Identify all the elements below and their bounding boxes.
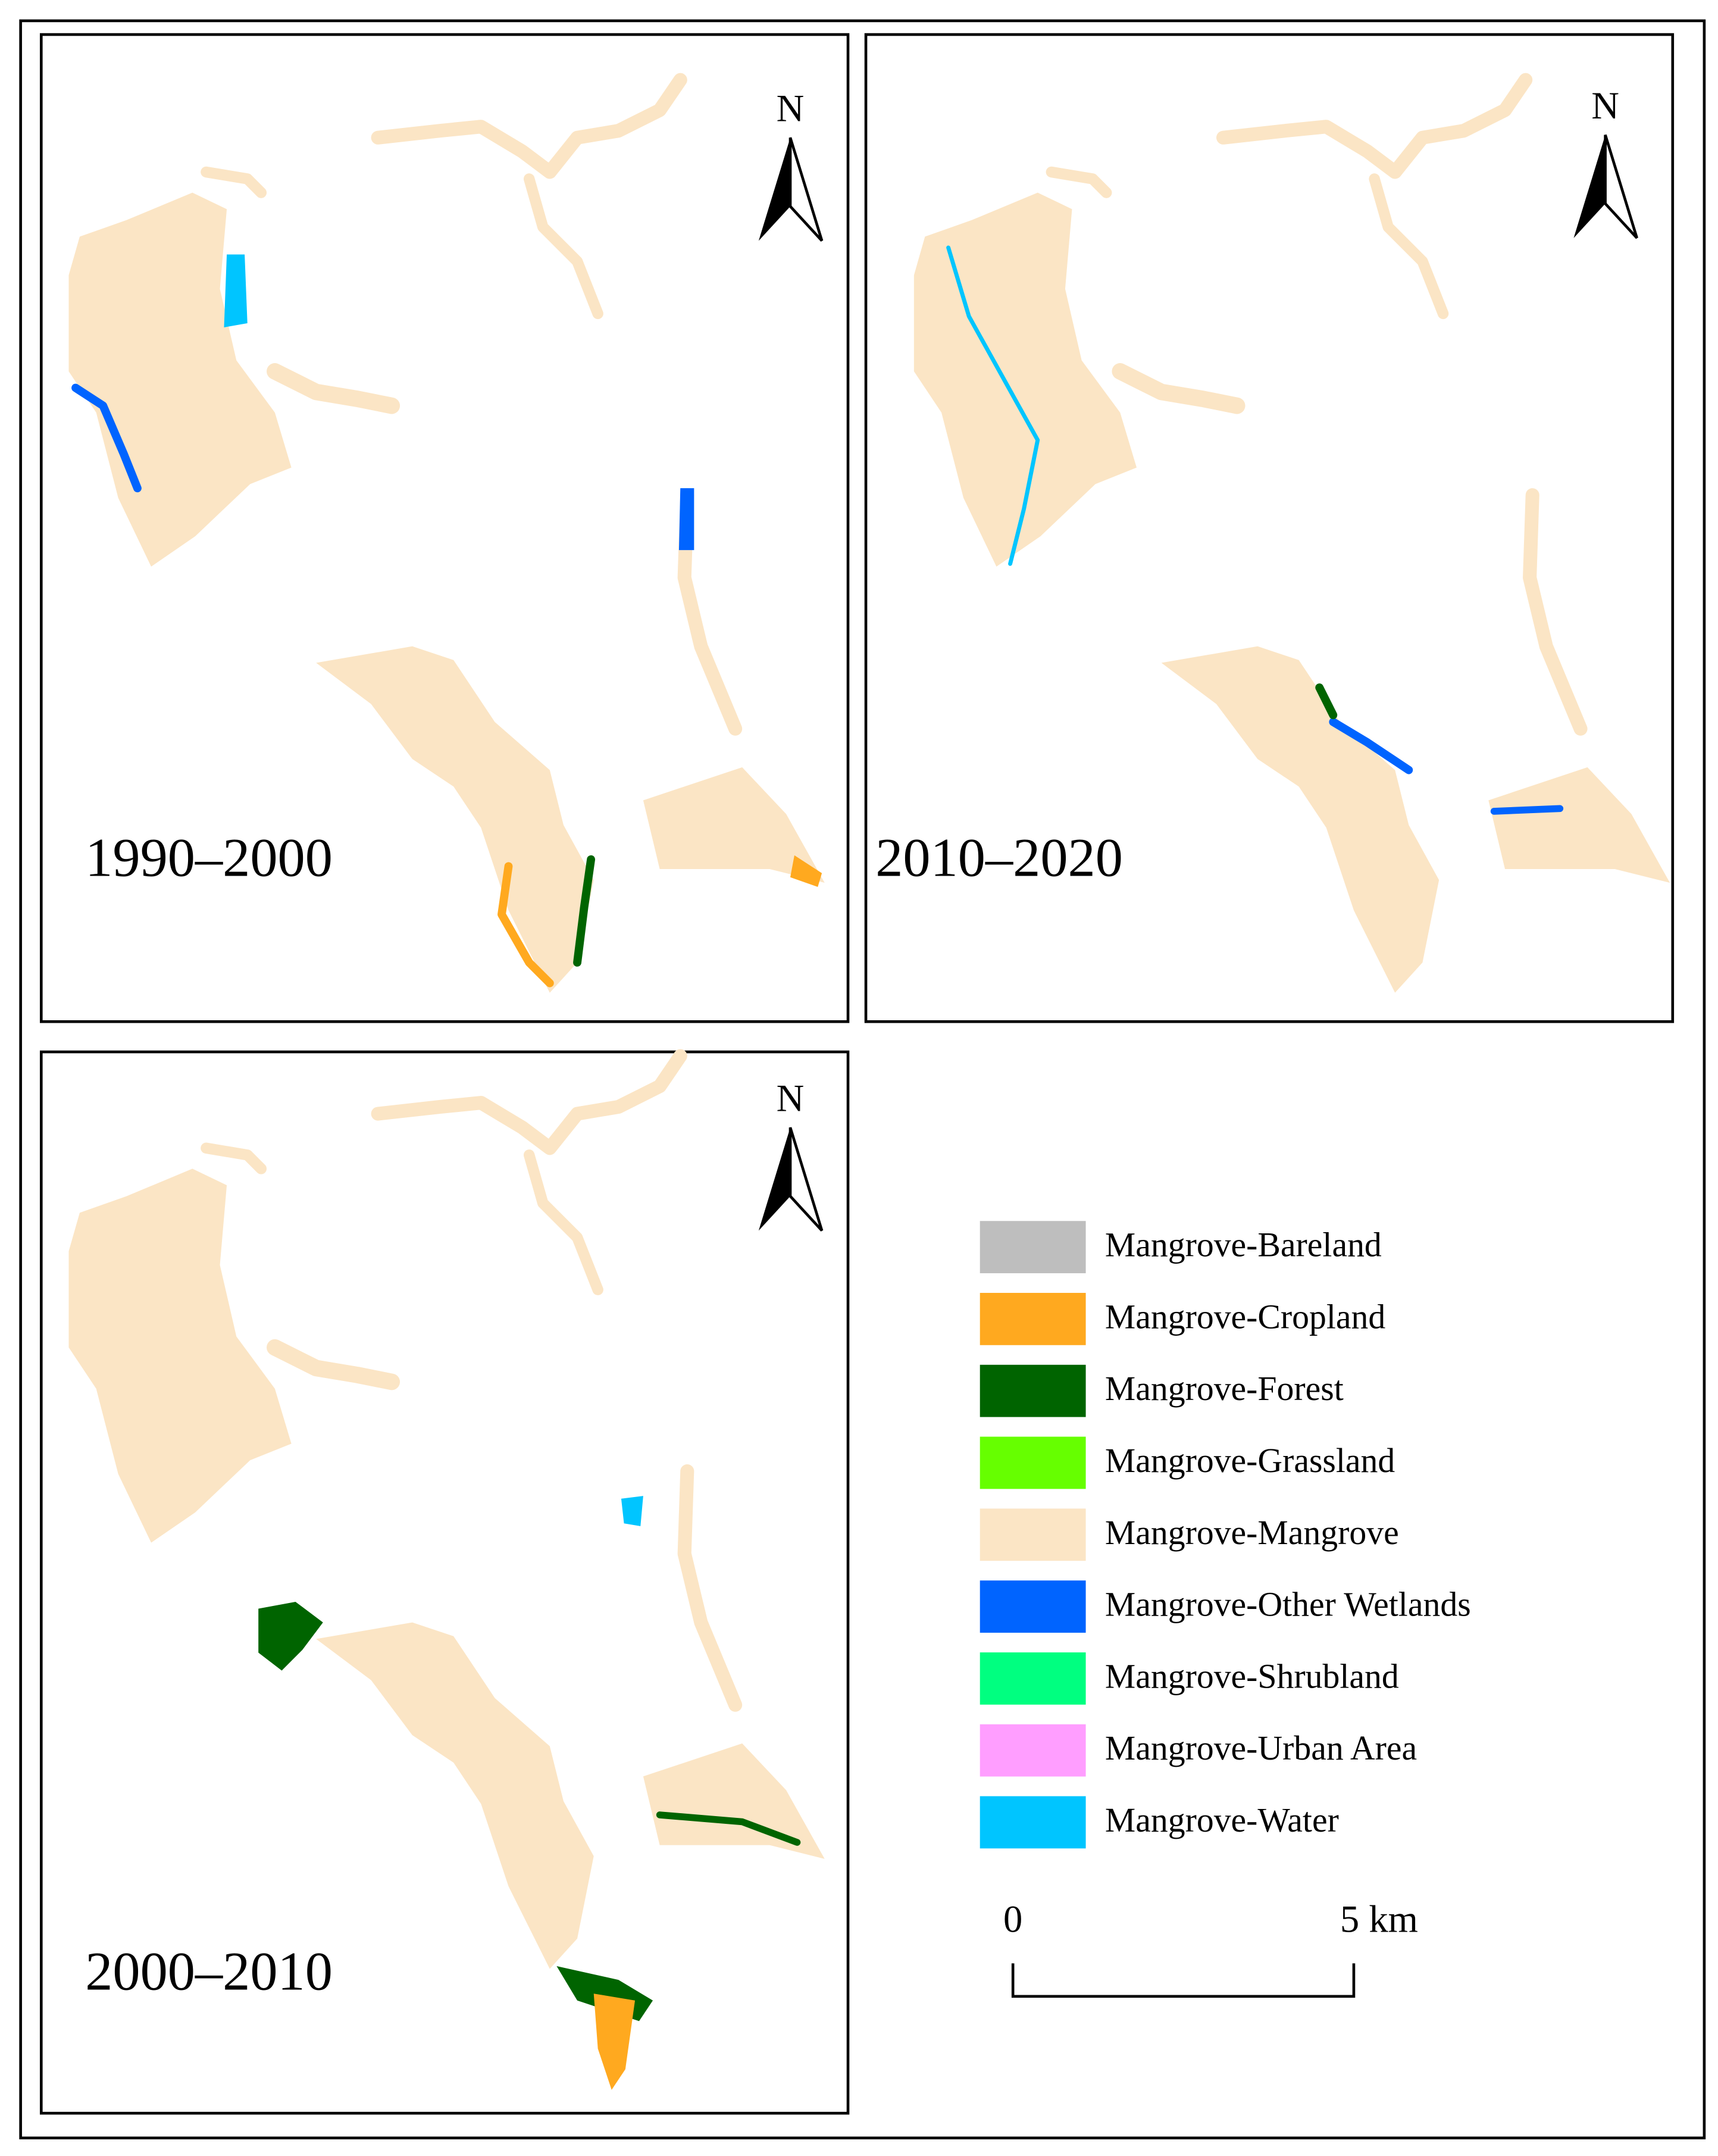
legend-swatch xyxy=(980,1221,1086,1273)
legend-label: Mangrove-Other Wetlands xyxy=(1105,1586,1471,1624)
legend-label: Mangrove-Cropland xyxy=(1105,1298,1386,1336)
scale-start: 0 xyxy=(1003,1897,1022,1940)
forest-change xyxy=(573,855,596,967)
north-label: N xyxy=(777,87,805,130)
north-arrow xyxy=(788,1127,824,1232)
panel-frame xyxy=(39,1050,850,2115)
outer-frame xyxy=(19,19,1706,2140)
panel-frame xyxy=(864,33,1675,1023)
north-arrow xyxy=(1573,135,1606,238)
panel-label: 1990–2000 xyxy=(85,827,333,888)
north-arrow xyxy=(788,137,824,242)
mangrove-area xyxy=(68,1056,824,1969)
water-change xyxy=(621,1496,643,1526)
legend-label: Mangrove-Shrubland xyxy=(1105,1658,1399,1695)
forest-change xyxy=(656,1811,801,1846)
legend-swatch xyxy=(980,1292,1086,1345)
legend-swatch xyxy=(980,1508,1086,1561)
water-change xyxy=(224,254,248,327)
cropland-change xyxy=(790,855,822,887)
legend-label: Mangrove-Water xyxy=(1105,1802,1339,1839)
scale-bar xyxy=(1011,1963,1356,1998)
cropland-change xyxy=(593,1993,636,2090)
north-label: N xyxy=(777,1076,805,1119)
scale-end: 5 km xyxy=(1340,1897,1418,1940)
wetland-change xyxy=(1490,805,1564,815)
forest-change xyxy=(1315,683,1338,720)
wetland-change xyxy=(678,488,694,551)
wetland-change xyxy=(1329,717,1413,774)
legend-swatch xyxy=(980,1652,1086,1705)
panel-frame xyxy=(39,33,850,1023)
legend-label: Mangrove-Urban Area xyxy=(1105,1730,1417,1767)
panel-label: 2000–2010 xyxy=(85,1941,333,2001)
cropland-change xyxy=(497,862,554,988)
north-arrow xyxy=(1604,134,1638,239)
mangrove-map xyxy=(914,80,1670,993)
legend-label: Mangrove-Forest xyxy=(1105,1370,1344,1408)
legend-swatch xyxy=(980,1580,1086,1633)
legend-label: Mangrove-Bareland xyxy=(1105,1227,1382,1264)
legend-label: Mangrove-Grassland xyxy=(1105,1442,1395,1480)
wetland-change xyxy=(71,383,142,493)
legend: Mangrove-Bareland Mangrove-Cropland Mangro… xyxy=(980,1221,1471,1849)
legend-label: Mangrove-Mangrove xyxy=(1105,1514,1399,1552)
legend-swatch xyxy=(980,1724,1086,1777)
water-change xyxy=(946,245,1040,566)
legend-swatch xyxy=(980,1364,1086,1417)
north-label: N xyxy=(1591,84,1619,127)
north-arrow xyxy=(758,138,791,241)
legend-swatch xyxy=(980,1436,1086,1489)
forest-change xyxy=(258,1601,323,1671)
panel-label: 2010–2020 xyxy=(875,827,1123,888)
north-arrow xyxy=(758,1127,791,1231)
legend-swatch xyxy=(980,1796,1086,1849)
mangrove-map xyxy=(68,1056,824,1969)
